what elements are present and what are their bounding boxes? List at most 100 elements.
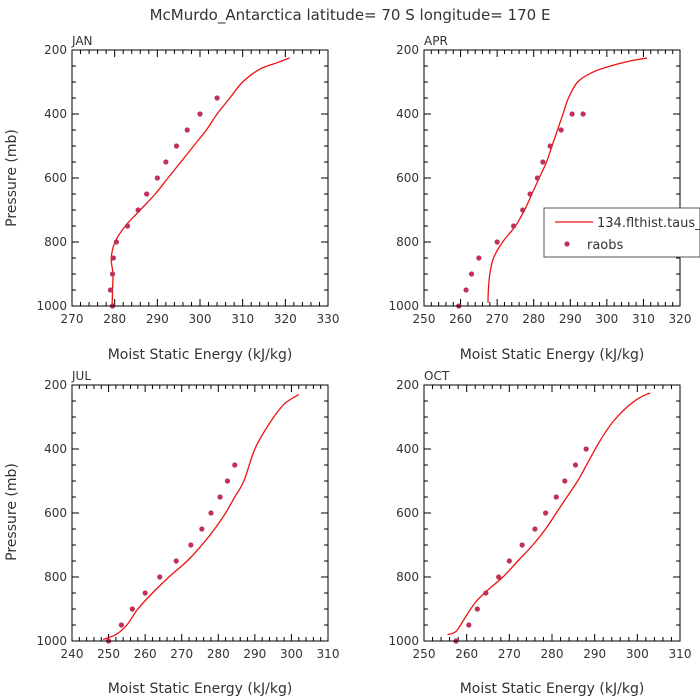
y-tick-label: 600 (396, 506, 419, 520)
raobs-point (109, 271, 116, 277)
plot-frame (71, 49, 329, 307)
raobs-point (163, 159, 169, 165)
x-tick-label: 280 (541, 647, 564, 661)
legend-model-label: 134.flthist.taus_ (597, 216, 700, 231)
panel-jan: JAN Moist Static Energy (kJ/kg) Pressure… (4, 34, 339, 363)
x-tick-label: 280 (103, 312, 126, 326)
x-tick-label: 290 (243, 647, 266, 661)
x-tick-label: 310 (317, 647, 340, 661)
x-tick-label: 310 (231, 312, 254, 326)
raobs-point (543, 510, 549, 516)
raobs-point (506, 558, 512, 564)
x-tick-label: 300 (189, 312, 212, 326)
x-tick-label: 270 (498, 647, 521, 661)
y-tick-label: 600 (44, 171, 67, 185)
raobs-point (520, 207, 526, 213)
raobs-point (553, 494, 559, 500)
panel-label: JAN (71, 34, 93, 48)
model-line (110, 57, 290, 307)
raobs-point (107, 287, 113, 293)
panel-apr: APR Moist Static Energy (kJ/kg) 250 260 27… (388, 34, 700, 363)
y-tick-label: 200 (396, 43, 419, 57)
raobs-point (188, 542, 194, 548)
raobs-point (483, 590, 489, 596)
x-tick-label: 280 (207, 647, 230, 661)
raobs-point (558, 127, 564, 133)
raobs-point (476, 255, 482, 261)
y-tick-label: 1000 (388, 634, 419, 648)
x-tick-label: 290 (146, 312, 169, 326)
raobs-point (208, 510, 214, 516)
raobs-point (144, 191, 150, 197)
model-line (487, 57, 648, 303)
raobs-point (113, 239, 119, 245)
raobs-point (562, 478, 568, 484)
y-tick-label: 600 (44, 506, 67, 520)
raobs-point (197, 111, 203, 117)
raobs-point (468, 271, 475, 277)
raobs-point (110, 255, 116, 261)
x-tick-label: 260 (449, 312, 472, 326)
x-tick-label: 310 (632, 312, 655, 326)
legend: 134.flthist.taus_ raobs (543, 207, 700, 258)
y-tick-label: 600 (396, 171, 419, 185)
raobs-point (199, 526, 205, 532)
x-tick-label: 320 (669, 312, 692, 326)
raobs-point (118, 622, 124, 628)
x-tick-label: 300 (595, 312, 618, 326)
y-tick-label: 400 (44, 107, 67, 121)
model-line (447, 392, 651, 636)
raobs-point (135, 207, 141, 213)
raobs-point (569, 111, 575, 117)
legend-box (543, 207, 700, 258)
raobs-point (224, 478, 231, 484)
raobs-point (173, 143, 180, 149)
x-tick-label: 320 (274, 312, 297, 326)
panel-label: APR (424, 34, 448, 48)
x-tick-label: 240 (61, 647, 84, 661)
y-tick-label: 400 (396, 107, 419, 121)
y-tick-label: 200 (396, 378, 419, 392)
raobs-point (154, 175, 160, 181)
y-tick-label: 200 (44, 378, 67, 392)
y-tick-label: 1000 (36, 634, 67, 648)
x-tick-label: 270 (170, 647, 193, 661)
plot-frame (423, 49, 681, 307)
raobs-point (494, 239, 500, 245)
x-tick-label: 290 (583, 647, 606, 661)
x-tick-label: 300 (280, 647, 303, 661)
raobs-point (129, 606, 135, 612)
raobs-point (547, 143, 553, 149)
raobs-point (532, 526, 538, 532)
x-axis-label: Moist Static Energy (kJ/kg) (460, 681, 645, 697)
raobs-point (173, 558, 179, 564)
x-tick-label: 260 (134, 647, 157, 661)
raobs-point (583, 446, 589, 452)
model-line (102, 394, 300, 641)
raobs-point (217, 494, 223, 500)
raobs-point (157, 574, 163, 580)
y-tick-label: 400 (44, 442, 67, 456)
raobs-point (184, 127, 190, 133)
panel-jul: JUL Moist Static Energy (kJ/kg) Pressure… (4, 369, 339, 697)
y-tick-label: 800 (44, 570, 67, 584)
raobs-point (540, 159, 546, 165)
raobs-point (142, 590, 148, 596)
y-tick-label: 400 (396, 442, 419, 456)
panel-label: OCT (424, 369, 450, 383)
raobs-point (510, 223, 517, 229)
x-tick-label: 250 (413, 312, 436, 326)
legend-obs-label: raobs (587, 238, 624, 253)
raobs-point (534, 175, 540, 181)
plot-frame (71, 384, 329, 642)
y-tick-label: 800 (44, 235, 67, 249)
x-tick-label: 270 (61, 312, 84, 326)
raobs-point (124, 223, 131, 229)
raobs-point (527, 191, 533, 197)
legend-obs-swatch (564, 241, 570, 247)
y-axis-label: Pressure (mb) (4, 463, 20, 561)
x-axis-label: Moist Static Energy (kJ/kg) (108, 681, 293, 697)
y-tick-label: 1000 (388, 299, 419, 313)
x-tick-label: 330 (317, 312, 340, 326)
